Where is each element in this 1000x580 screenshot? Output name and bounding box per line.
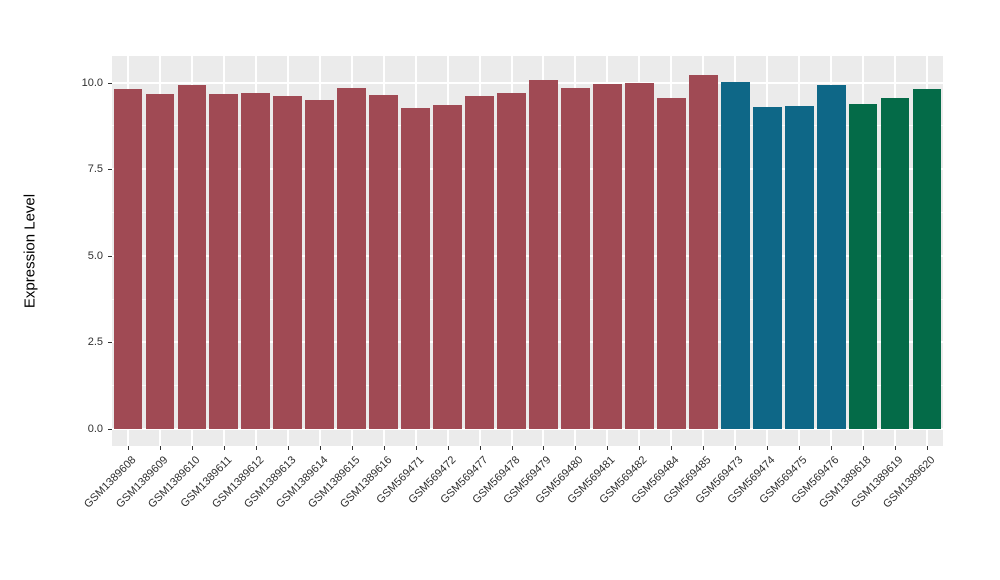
- x-tick-mark: [895, 446, 897, 450]
- x-tick-mark: [319, 446, 321, 450]
- x-tick-mark: [415, 446, 417, 450]
- y-tick-label: 0.0: [87, 423, 103, 435]
- bar: [177, 84, 207, 429]
- bar: [720, 81, 750, 429]
- major-gridline: [112, 428, 943, 430]
- bar: [497, 93, 526, 429]
- y-tick-mark: [108, 429, 112, 430]
- bar: [816, 85, 846, 429]
- x-tick-mark: [735, 446, 737, 450]
- bar: [624, 83, 654, 429]
- bar: [209, 93, 239, 429]
- x-tick-mark: [639, 446, 641, 450]
- bar: [337, 88, 367, 429]
- y-tick-mark: [108, 255, 112, 257]
- bar: [113, 89, 143, 429]
- bar: [273, 96, 303, 429]
- bar: [433, 105, 462, 429]
- y-tick-mark: [108, 82, 112, 84]
- x-tick-mark: [127, 446, 129, 450]
- y-tick-mark: [108, 169, 112, 171]
- x-tick-mark: [703, 446, 705, 450]
- bar: [880, 97, 910, 429]
- bar: [688, 74, 718, 429]
- minor-gridline: [112, 298, 943, 300]
- bar: [784, 105, 814, 429]
- x-tick-mark: [671, 446, 673, 450]
- y-tick-label: 2.5: [87, 336, 103, 349]
- bar: [912, 89, 942, 429]
- y-tick-mark: [108, 342, 112, 344]
- x-tick-mark: [831, 446, 833, 450]
- x-tick-mark: [767, 446, 769, 450]
- minor-gridline: [112, 385, 943, 387]
- x-tick-mark: [255, 446, 257, 450]
- bar: [752, 107, 782, 429]
- minor-gridline: [112, 125, 943, 127]
- x-tick-mark: [191, 446, 193, 450]
- x-tick-mark: [607, 446, 609, 450]
- x-tick-mark: [575, 446, 577, 450]
- bar: [656, 98, 686, 429]
- x-tick-mark: [447, 446, 449, 450]
- bar: [401, 108, 430, 429]
- plot-panel: [112, 56, 943, 446]
- x-tick-mark: [287, 446, 289, 450]
- x-tick-mark: [383, 446, 385, 450]
- major-gridline: [112, 81, 943, 84]
- major-gridline: [112, 341, 943, 344]
- bar: [593, 84, 622, 429]
- x-tick-mark: [799, 446, 801, 450]
- y-tick-label: 5.0: [87, 249, 103, 262]
- x-tick-mark: [543, 446, 545, 450]
- bar: [305, 99, 335, 429]
- bar: [561, 88, 590, 429]
- major-gridline: [112, 254, 943, 257]
- y-tick-label: 7.5: [87, 163, 103, 176]
- bar: [145, 94, 175, 429]
- bar: [529, 79, 558, 429]
- x-tick-mark: [927, 446, 929, 450]
- x-tick-mark: [351, 446, 353, 450]
- x-tick-mark: [511, 446, 513, 450]
- y-tick-label: 10.0: [81, 76, 103, 89]
- bar: [369, 94, 399, 429]
- minor-gridline: [112, 211, 943, 213]
- bar: [848, 104, 878, 429]
- x-tick-mark: [479, 446, 481, 450]
- x-tick-mark: [863, 446, 865, 450]
- bar: [465, 96, 494, 429]
- major-gridline: [112, 168, 943, 171]
- x-tick-mark: [223, 446, 225, 450]
- bar: [241, 92, 271, 429]
- x-tick-mark: [159, 446, 161, 450]
